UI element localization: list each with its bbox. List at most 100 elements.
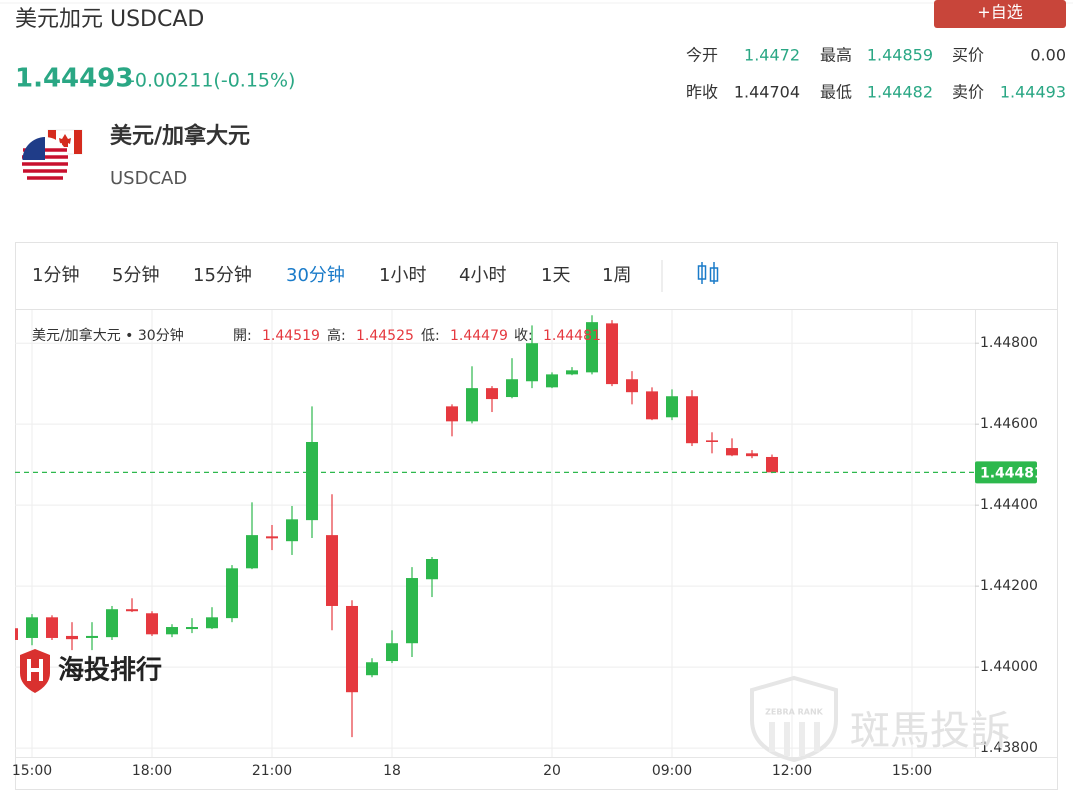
candle-body bbox=[66, 635, 78, 640]
icon-body[interactable] bbox=[697, 265, 707, 280]
interval-tab[interactable]: 4小时 bbox=[459, 265, 506, 286]
candle-body bbox=[386, 643, 398, 662]
candle-body bbox=[406, 578, 418, 644]
y-tick-label: 1.44200 bbox=[980, 578, 1038, 594]
x-tick-label: 21:00 bbox=[252, 763, 292, 779]
candle-body bbox=[486, 388, 498, 400]
candle-body bbox=[606, 323, 618, 385]
x-tick-label: 18:00 bbox=[132, 763, 172, 779]
candle-body bbox=[46, 617, 58, 638]
interval-tabs: 1分钟 5分钟 15分钟 30分钟 1小时 4小时 1天 1周 bbox=[32, 265, 631, 286]
chart-panel bbox=[15, 242, 1058, 790]
interval-tab[interactable]: 1小时 bbox=[379, 265, 426, 286]
wm-badge: ZEBRA RANK bbox=[765, 708, 824, 717]
candle-body bbox=[566, 370, 578, 375]
candle-body bbox=[746, 453, 758, 457]
candle-body bbox=[666, 396, 678, 418]
candle-body bbox=[86, 635, 98, 638]
candle-body bbox=[586, 322, 598, 373]
candle-body bbox=[766, 456, 778, 473]
interval-tab[interactable]: 30分钟 bbox=[286, 265, 345, 286]
legend-value: 1.44481 bbox=[543, 328, 601, 344]
instrument-name: 美元/加拿大元 bbox=[110, 123, 250, 149]
chart-style-button[interactable] bbox=[697, 262, 719, 284]
interval-tab[interactable]: 1分钟 bbox=[32, 265, 79, 286]
candle-body bbox=[15, 628, 18, 640]
interval-tab[interactable]: 5分钟 bbox=[112, 265, 159, 286]
quote-value: 1.4472 bbox=[744, 46, 800, 65]
candle-body bbox=[626, 379, 638, 393]
candle-body bbox=[686, 396, 698, 444]
y-tick-label: 1.43800 bbox=[980, 740, 1038, 756]
candle-body bbox=[466, 388, 478, 422]
interval-tab[interactable]: 1天 bbox=[541, 265, 570, 286]
candles bbox=[15, 315, 778, 738]
candle-body bbox=[426, 559, 438, 580]
ca-band bbox=[74, 130, 82, 154]
candle-body bbox=[506, 379, 518, 398]
watermarks: 海投排行 ZEBRA RANK 斑馬投訴 bbox=[20, 649, 1010, 763]
wm-h bbox=[27, 659, 43, 681]
candle-body bbox=[206, 617, 218, 629]
wm-left-text: 海投排行 bbox=[58, 655, 162, 686]
x-tick-label: 18 bbox=[383, 763, 401, 779]
x-tick-label: 15:00 bbox=[12, 763, 52, 779]
y-tick-label: 1.44000 bbox=[980, 659, 1038, 675]
candle-body bbox=[726, 448, 738, 456]
interval-tab[interactable]: 1周 bbox=[602, 265, 631, 286]
quote-label: 卖价 bbox=[952, 83, 984, 102]
candle-body bbox=[306, 441, 318, 521]
instrument-code: USDCAD bbox=[110, 168, 187, 189]
candle-body bbox=[346, 605, 358, 693]
quote-label: 昨收 bbox=[686, 83, 718, 102]
quote-label: 今开 bbox=[686, 46, 718, 65]
candle-body bbox=[26, 617, 38, 638]
y-tick-label: 1.44800 bbox=[980, 335, 1038, 351]
quote-label: 最低 bbox=[820, 83, 852, 102]
page-title: 美元加元 USDCAD bbox=[15, 7, 204, 32]
interval-tab[interactable]: 15分钟 bbox=[193, 265, 252, 286]
legend-label: 低: bbox=[421, 328, 440, 344]
legend-title: 美元/加拿大元 • 30分钟 bbox=[32, 327, 184, 344]
candle-body bbox=[106, 609, 118, 638]
quote-value: 1.44493 bbox=[1000, 83, 1066, 102]
button-label[interactable]: +自选 bbox=[977, 3, 1022, 22]
legend-value: 1.44525 bbox=[356, 328, 414, 344]
candle-body bbox=[326, 535, 338, 606]
quote-value: 1.44482 bbox=[867, 83, 933, 102]
x-tick-label: 09:00 bbox=[652, 763, 692, 779]
last-price-tag bbox=[975, 461, 1037, 484]
candle-body bbox=[646, 391, 658, 420]
quote-value: 1.44859 bbox=[867, 46, 933, 65]
candle-body bbox=[226, 568, 238, 619]
candle-body bbox=[526, 343, 538, 382]
icon-body[interactable] bbox=[709, 267, 719, 282]
price-change: -0.00211(-0.15%) bbox=[128, 70, 295, 92]
candle-body bbox=[286, 519, 298, 542]
candle-body bbox=[546, 374, 558, 388]
candle-body bbox=[126, 609, 138, 612]
candle-body bbox=[246, 535, 258, 569]
x-tick-label: 20 bbox=[543, 763, 561, 779]
watchlist-button[interactable]: +自选 bbox=[934, 0, 1066, 28]
ca-leaf bbox=[59, 134, 71, 147]
candle-body bbox=[706, 440, 718, 442]
grid: 1.43800 1.44000 1.44200 1.44400 1.44600 1.448… bbox=[12, 310, 1038, 779]
legend-label: 收: bbox=[514, 328, 533, 344]
us-canton bbox=[22, 137, 45, 160]
legend-label: 高: bbox=[327, 327, 346, 344]
button-bg[interactable] bbox=[934, 0, 1066, 28]
quote-value: 1.44704 bbox=[734, 83, 800, 102]
quote-label: 最高 bbox=[820, 46, 852, 65]
quote-value: 0.00 bbox=[1030, 46, 1066, 65]
last-price-label: 1.44481 bbox=[980, 465, 1044, 481]
wm-zebra-shield bbox=[750, 675, 838, 763]
candle-body bbox=[366, 662, 378, 676]
legend-label: 開: bbox=[233, 328, 252, 344]
y-tick-label: 1.44600 bbox=[980, 416, 1038, 432]
overlay: 1.44481 美元/加拿大元 • 30分钟 開: 1.44519 高: 1.44525 低… bbox=[15, 327, 1044, 484]
wm-zebra-stripes bbox=[769, 722, 820, 756]
quote-table: 今开 1.4472 最高 1.44859 买价 0.00 昨收 1.44704 最低 1.4448… bbox=[686, 46, 1066, 102]
wm-right-text: 斑馬投訴 bbox=[850, 708, 1010, 754]
